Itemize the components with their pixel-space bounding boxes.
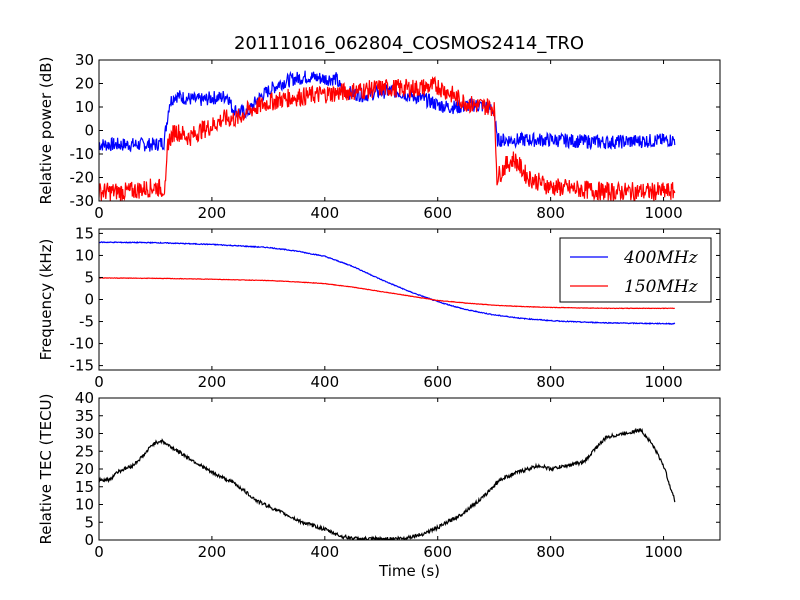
y-tick-label: 10 bbox=[75, 246, 94, 264]
series-line-1 bbox=[99, 70, 676, 153]
y-tick-label: 15 bbox=[75, 224, 94, 242]
y-axis-title: Relative TEC (TECU) bbox=[37, 394, 55, 545]
y-tick-label: 10 bbox=[75, 98, 94, 116]
x-tick-label: 400 bbox=[310, 543, 339, 561]
y-axis-title: Frequency (kHz) bbox=[37, 239, 55, 361]
x-tick-label: 0 bbox=[94, 543, 104, 561]
y-tick-label: 35 bbox=[75, 407, 94, 425]
x-tick-label: 0 bbox=[94, 204, 104, 222]
x-tick-label: 1000 bbox=[644, 204, 682, 222]
y-tick-label: 40 bbox=[75, 389, 94, 407]
y-tick-label: -10 bbox=[70, 335, 95, 353]
x-axis-title: Time (s) bbox=[378, 562, 440, 580]
y-tick-label: 5 bbox=[84, 268, 94, 286]
subplot-1: 0 200 400 600 800 1000 -30 -20 -10 0 10 20 30 Relativ… bbox=[37, 51, 721, 222]
x-tick-label: 0 bbox=[94, 373, 104, 391]
x-tick-label: 600 bbox=[423, 373, 452, 391]
plot-area bbox=[99, 398, 720, 540]
x-tick-label: 400 bbox=[310, 204, 339, 222]
legend-label: 400MHz bbox=[623, 248, 699, 268]
legend-box bbox=[559, 237, 712, 303]
series-line-1 bbox=[99, 427, 676, 540]
y-tick-label: 10 bbox=[75, 496, 94, 514]
x-tick-label: 200 bbox=[198, 373, 227, 391]
y-tick-label: 30 bbox=[75, 425, 94, 443]
x-tick-label: 800 bbox=[536, 543, 565, 561]
x-tick-label: 1000 bbox=[644, 373, 682, 391]
y-axis-title: Relative power (dB) bbox=[37, 57, 55, 205]
y-tick-label: 25 bbox=[75, 442, 94, 460]
subplot-2: 0 200 400 600 800 1000 -15 -10 -5 0 5 10 15 Frequency… bbox=[37, 224, 721, 391]
x-tick-label: 600 bbox=[423, 204, 452, 222]
x-tick-label: 200 bbox=[198, 543, 227, 561]
y-tick-label: 20 bbox=[75, 75, 94, 93]
y-tick-label: 0 bbox=[84, 291, 94, 309]
x-tick-label: 800 bbox=[536, 373, 565, 391]
x-tick-label: 800 bbox=[536, 204, 565, 222]
y-tick-label: -10 bbox=[70, 145, 95, 163]
y-tick-label: -5 bbox=[79, 313, 94, 331]
plot-area bbox=[99, 60, 720, 201]
y-tick-label: 20 bbox=[75, 460, 94, 478]
y-tick-label: 5 bbox=[84, 513, 94, 531]
y-tick-label: 30 bbox=[75, 51, 94, 69]
chart-title: 20111016_062804_COSMOS2414_TRO bbox=[234, 33, 584, 54]
legend-label: 150MHz bbox=[624, 277, 699, 297]
y-tick-label: -15 bbox=[70, 357, 95, 375]
series-line-1 bbox=[99, 241, 676, 326]
x-tick-label: 200 bbox=[198, 204, 227, 222]
x-tick-label: 400 bbox=[310, 373, 339, 391]
x-tick-label: 1000 bbox=[644, 543, 682, 561]
y-tick-label: 0 bbox=[84, 531, 94, 549]
y-tick-label: 0 bbox=[84, 122, 94, 140]
x-tick-label: 600 bbox=[423, 543, 452, 561]
series-line-2 bbox=[99, 277, 676, 310]
y-tick-label: -20 bbox=[70, 169, 95, 187]
legend: 400MHz 150MHz bbox=[559, 237, 712, 303]
series-line-2 bbox=[99, 75, 676, 201]
y-tick-label: 15 bbox=[75, 478, 94, 496]
y-tick-label: -30 bbox=[70, 192, 95, 210]
